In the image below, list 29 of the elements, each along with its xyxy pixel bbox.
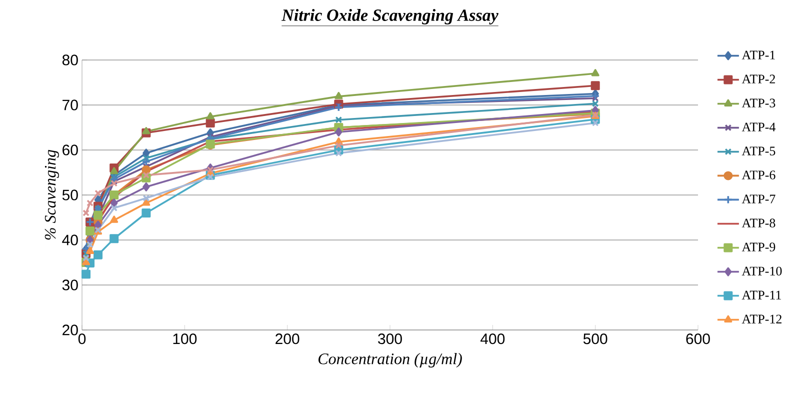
legend-label: ATP-12	[742, 314, 782, 324]
legend-label: ATP-5	[742, 146, 776, 156]
legend-label: ATP-8	[742, 218, 776, 228]
y-tick-label: 40	[62, 234, 78, 246]
legend-label: ATP-2	[742, 74, 775, 84]
y-tick-label: 30	[62, 280, 78, 290]
legend-label: ATP-7	[742, 194, 776, 204]
legend-label: ATP-3	[742, 98, 776, 108]
legend-label: ATP-4	[742, 122, 776, 132]
legend-label: ATP-10	[742, 266, 782, 276]
y-tick-label: 60	[62, 144, 78, 156]
x-tick-label: 0	[78, 334, 86, 344]
chart-title: Nitric Oxide Scavenging Assay	[281, 9, 498, 24]
x-tick-label: 500	[583, 334, 608, 344]
legend-label: ATP-9	[742, 242, 776, 252]
legend-label: ATP-6	[742, 170, 776, 180]
x-axis-title: Concentration (µg/ml)	[318, 353, 462, 368]
legend-label: ATP-11	[742, 290, 781, 300]
y-tick-label: 80	[62, 54, 78, 66]
x-tick-label: 100	[173, 334, 197, 344]
x-tick-label: 600	[686, 334, 710, 344]
x-tick-label: 300	[378, 334, 402, 344]
x-tick-label: 400	[480, 334, 505, 344]
y-axis-title: % Scavenging	[44, 150, 59, 240]
x-tick-label: 200	[276, 334, 300, 344]
y-tick-label: 50	[62, 190, 78, 200]
y-tick-label: 20	[62, 324, 78, 336]
y-tick-label: 70	[62, 100, 78, 110]
legend-label: ATP-1	[742, 50, 775, 60]
